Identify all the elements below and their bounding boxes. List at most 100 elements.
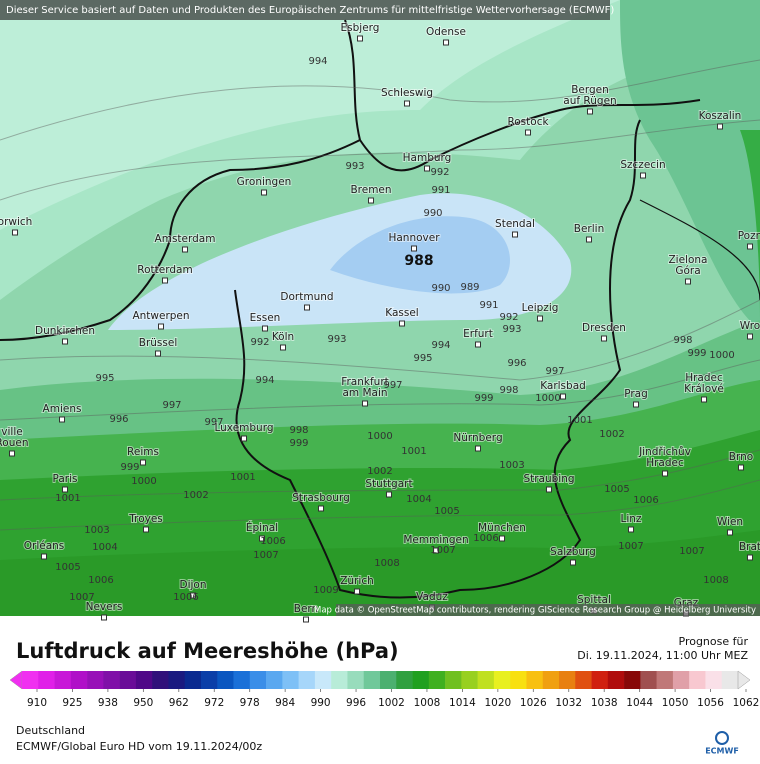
city-marker <box>362 400 368 407</box>
city-marker <box>727 529 733 536</box>
colorbar-cell <box>266 671 283 689</box>
isobar-label: 1008 <box>374 558 399 569</box>
city-label: Dortmund <box>280 291 333 303</box>
colorbar-cell <box>201 671 218 689</box>
isobar-label: 992 <box>250 337 269 348</box>
city-label: Erfurt <box>463 328 493 340</box>
city-marker <box>62 338 68 345</box>
city-marker <box>303 616 309 623</box>
colorbar-tick-label: 972 <box>204 697 224 709</box>
isobar-label: 1005 <box>604 484 629 495</box>
city-label: Salzburg <box>550 546 596 558</box>
city-marker <box>158 323 164 330</box>
city-marker <box>587 108 593 115</box>
logo: ECMWF <box>705 747 739 756</box>
credit-bar <box>336 604 760 616</box>
isobar-label: 1003 <box>84 525 109 536</box>
isobar-label: 1000 <box>709 350 734 361</box>
city-label: Memmingen <box>403 534 468 546</box>
city-marker <box>701 396 707 403</box>
isobar-label: 1007 <box>618 541 643 552</box>
isobar-label: 996 <box>109 414 128 425</box>
city-marker <box>475 341 481 348</box>
isobar-label: 991 <box>431 185 450 196</box>
isobar-label: 1006 <box>633 495 658 506</box>
region: Deutschland <box>16 724 85 737</box>
city-marker <box>155 350 161 357</box>
city-marker <box>140 459 146 466</box>
city-label: Berlin <box>574 223 604 235</box>
logo-icon <box>715 731 729 745</box>
city-label: Vaduz <box>416 591 448 603</box>
city-label: Koszalin <box>699 110 742 122</box>
isobar-label: 993 <box>345 161 364 172</box>
city-label: Prag <box>624 388 648 400</box>
city-marker <box>443 39 449 46</box>
legend-title: Luftdruck auf Meereshöhe (hPa) <box>16 639 399 663</box>
city-label: Zielona <box>668 254 707 266</box>
borders <box>0 19 760 599</box>
city-marker <box>404 100 410 107</box>
colorbar-cell <box>640 671 657 689</box>
city-marker <box>62 486 68 493</box>
city-marker <box>262 325 268 332</box>
colorbar-tick-label: 1044 <box>626 697 653 709</box>
colorbar-tick-label: 1008 <box>414 697 441 709</box>
colorbar-arrow-right <box>737 670 751 690</box>
city-label: Esbjerg <box>341 22 380 34</box>
colorbar-cell <box>510 671 527 689</box>
city-label: Antwerpen <box>132 310 189 322</box>
colorbar-cell <box>705 671 723 689</box>
city-marker <box>570 559 576 566</box>
city-label: Straubing <box>523 473 574 485</box>
colorbar-tick-label: 990 <box>311 697 331 709</box>
city-label: Odense <box>426 26 466 38</box>
colorbar-tick-label: 950 <box>133 697 153 709</box>
isobar-label: 997 <box>162 400 181 411</box>
city-label: Bremen <box>350 184 391 196</box>
city-label: Hradec <box>685 372 723 384</box>
city-label: Brüssel <box>139 337 178 349</box>
city-label: Épinal <box>246 521 278 534</box>
isobar-label: 993 <box>327 334 346 345</box>
colorbar-cell <box>591 671 609 689</box>
city-marker <box>662 470 668 477</box>
city-marker <box>628 526 634 533</box>
isobar-label: 995 <box>95 373 114 384</box>
city-marker <box>59 416 65 423</box>
colorbar-cell <box>331 671 348 689</box>
isobar-label: 994 <box>431 340 450 351</box>
colorbar-cell <box>54 671 72 689</box>
isobar-label: 1006 <box>88 575 113 586</box>
city-label: Groningen <box>237 176 292 188</box>
colorbar-cell <box>314 671 332 689</box>
city-marker <box>12 229 18 236</box>
colorbar-cell <box>103 671 120 689</box>
colorbar-cell <box>721 671 739 689</box>
isobar-label: 994 <box>308 56 327 67</box>
colorbar-cell <box>363 671 381 689</box>
isobar-label: 997 <box>204 417 223 428</box>
city-label: Góra <box>675 265 700 277</box>
colorbar-tick-label: 1002 <box>378 697 405 709</box>
city-label: Brno <box>729 451 753 463</box>
city-label: Reims <box>127 446 159 458</box>
isobar-label: 1007 <box>679 546 704 557</box>
city-label: Leipzig <box>522 302 559 314</box>
isobar-label: 1007 <box>253 550 278 561</box>
isobar-label: 1006 <box>260 536 285 547</box>
legend: Luftdruck auf Meereshöhe (hPa) Prognose … <box>9 635 759 756</box>
city-marker <box>640 172 646 179</box>
city-label: Nevers <box>86 601 123 613</box>
colorbar-tick-label: 910 <box>27 697 47 709</box>
city-label: Stuttgart <box>365 478 412 490</box>
city-label: Frankfurt <box>341 376 389 388</box>
isobar-label: 1005 <box>434 506 459 517</box>
model-run: ECMWF/Global Euro HD vom 19.11.2024/00z <box>16 740 262 753</box>
city-label: Rouen <box>0 437 29 449</box>
city-label: Stendal <box>495 218 535 230</box>
city-marker <box>586 236 592 243</box>
isobar-label: 992 <box>430 167 449 178</box>
